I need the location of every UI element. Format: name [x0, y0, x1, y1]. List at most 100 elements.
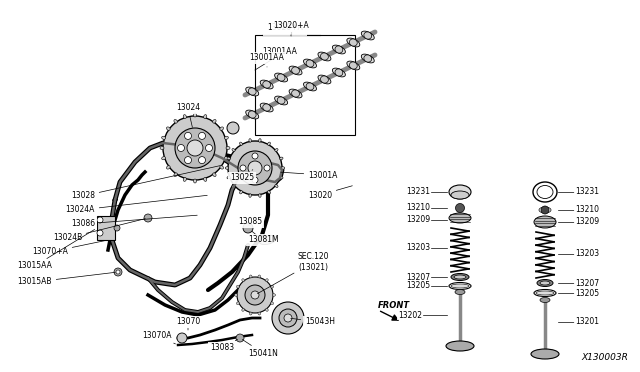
Circle shape [97, 230, 103, 236]
Text: 13070+A: 13070+A [32, 241, 106, 257]
Text: 13203: 13203 [406, 244, 430, 253]
Ellipse shape [204, 115, 207, 119]
Ellipse shape [227, 176, 230, 179]
Circle shape [264, 165, 270, 171]
Ellipse shape [273, 294, 275, 296]
Circle shape [240, 165, 246, 171]
Ellipse shape [248, 88, 256, 95]
Ellipse shape [281, 167, 285, 169]
Text: 13085: 13085 [238, 218, 262, 227]
Ellipse shape [212, 119, 216, 123]
Ellipse shape [349, 39, 357, 46]
Ellipse shape [289, 89, 302, 98]
Ellipse shape [292, 90, 300, 97]
Ellipse shape [332, 68, 346, 77]
Ellipse shape [236, 302, 239, 305]
Circle shape [252, 153, 258, 159]
Ellipse shape [236, 285, 239, 288]
Circle shape [252, 177, 258, 183]
Ellipse shape [266, 279, 268, 282]
Circle shape [243, 223, 253, 233]
Ellipse shape [306, 60, 314, 67]
Text: 13001AA: 13001AA [262, 48, 297, 57]
Ellipse shape [271, 285, 273, 288]
Circle shape [163, 116, 227, 180]
Ellipse shape [193, 113, 196, 117]
Circle shape [541, 206, 549, 214]
Text: 13207: 13207 [406, 273, 430, 282]
Ellipse shape [232, 185, 235, 187]
Circle shape [175, 128, 215, 168]
Text: 13209: 13209 [406, 215, 430, 224]
Ellipse shape [212, 173, 216, 177]
Circle shape [227, 122, 239, 134]
Ellipse shape [335, 46, 343, 53]
Ellipse shape [239, 142, 243, 145]
Ellipse shape [449, 213, 471, 223]
Ellipse shape [225, 157, 228, 160]
Ellipse shape [174, 119, 177, 123]
Ellipse shape [446, 341, 474, 351]
Text: 13231: 13231 [406, 187, 430, 196]
Circle shape [114, 225, 120, 231]
Ellipse shape [540, 281, 550, 285]
Circle shape [245, 285, 265, 305]
Circle shape [272, 302, 304, 334]
Ellipse shape [166, 166, 170, 169]
Ellipse shape [318, 52, 331, 61]
Ellipse shape [451, 191, 469, 199]
Text: 13209: 13209 [575, 218, 599, 227]
Text: 15043H: 15043H [291, 317, 335, 327]
Ellipse shape [364, 32, 372, 39]
Ellipse shape [347, 38, 360, 47]
Ellipse shape [183, 115, 186, 119]
Text: 13231: 13231 [575, 187, 599, 196]
Ellipse shape [250, 312, 252, 315]
Ellipse shape [451, 273, 469, 280]
Text: 13070A: 13070A [143, 331, 175, 344]
Text: 13015AA: 13015AA [17, 230, 95, 270]
Ellipse shape [306, 83, 314, 90]
Ellipse shape [275, 73, 287, 82]
Ellipse shape [275, 96, 287, 105]
Text: 13020: 13020 [308, 186, 353, 199]
Ellipse shape [277, 74, 285, 81]
Circle shape [236, 334, 244, 342]
Ellipse shape [275, 148, 278, 151]
Circle shape [205, 144, 212, 151]
Text: 13024A: 13024A [66, 195, 207, 215]
Circle shape [198, 132, 205, 140]
Ellipse shape [259, 139, 261, 142]
Circle shape [187, 140, 203, 156]
Ellipse shape [248, 111, 256, 118]
Text: 13001A: 13001A [281, 170, 337, 180]
Ellipse shape [534, 216, 556, 228]
Text: 13001AA: 13001AA [250, 54, 284, 67]
Ellipse shape [263, 104, 271, 111]
Ellipse shape [234, 294, 237, 296]
Circle shape [248, 161, 262, 175]
Circle shape [456, 203, 465, 212]
Ellipse shape [227, 157, 230, 160]
Ellipse shape [204, 177, 207, 181]
Ellipse shape [160, 147, 164, 150]
Ellipse shape [225, 167, 228, 169]
Ellipse shape [220, 127, 223, 130]
Text: FRONT: FRONT [378, 301, 410, 310]
Ellipse shape [260, 103, 273, 112]
Ellipse shape [246, 87, 259, 96]
Ellipse shape [162, 157, 166, 160]
Ellipse shape [280, 176, 283, 179]
Text: 13201: 13201 [575, 317, 599, 327]
Circle shape [238, 151, 272, 185]
Ellipse shape [335, 69, 343, 76]
Ellipse shape [258, 275, 260, 278]
Ellipse shape [226, 147, 230, 150]
Text: 13025: 13025 [230, 170, 254, 183]
Text: 13020+A: 13020+A [267, 23, 303, 32]
Circle shape [198, 157, 205, 164]
Ellipse shape [246, 110, 259, 119]
Text: 15041N: 15041N [243, 340, 278, 357]
Text: 13210: 13210 [575, 205, 599, 215]
Circle shape [184, 132, 191, 140]
